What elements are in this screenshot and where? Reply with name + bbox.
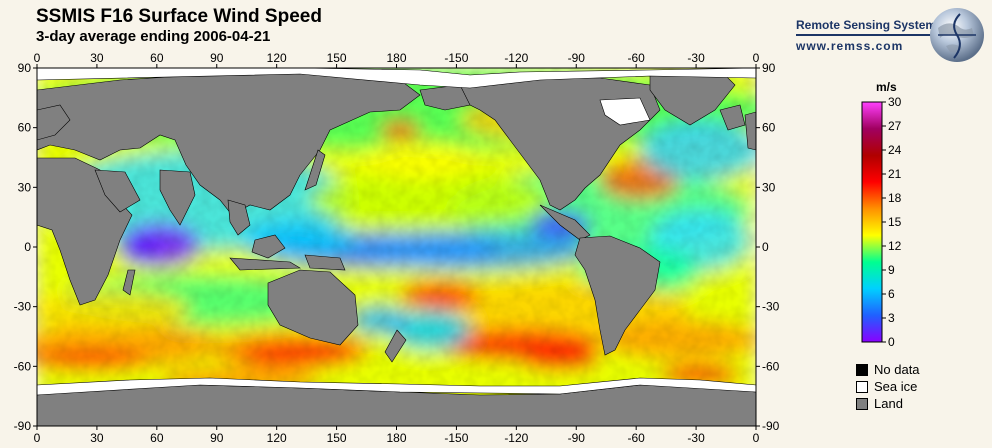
map-subtitle: 3-day average ending 2006-04-21 bbox=[36, 28, 271, 45]
sea-ice-region bbox=[37, 68, 756, 89]
lon-tick-label-top: 60 bbox=[150, 51, 164, 65]
lon-tick-label-top: -90 bbox=[568, 51, 586, 65]
sea-ice-region bbox=[599, 97, 651, 126]
lon-tick-label-bottom: 90 bbox=[210, 431, 224, 445]
lat-tick-label-right: 60 bbox=[762, 121, 776, 135]
lon-tick-label-top: 90 bbox=[210, 51, 224, 65]
colorbar-unit: m/s bbox=[876, 80, 897, 94]
lat-tick-label-left: -30 bbox=[14, 300, 32, 314]
lon-tick-label-bottom: -30 bbox=[687, 431, 705, 445]
lon-tick-label-bottom: 120 bbox=[267, 431, 287, 445]
brand-url[interactable]: www.remss.com bbox=[796, 39, 904, 53]
lon-tick-label-top: 0 bbox=[34, 51, 41, 65]
land-mass bbox=[227, 199, 251, 236]
lon-tick-label-top: -120 bbox=[504, 51, 528, 65]
lon-tick-label-top: -60 bbox=[627, 51, 645, 65]
lat-tick-label-left: 90 bbox=[18, 61, 32, 75]
sea-ice-region bbox=[37, 377, 756, 396]
lat-tick-label-right: 0 bbox=[762, 240, 769, 254]
lat-tick-label-left: 30 bbox=[18, 180, 32, 194]
legend-swatch bbox=[856, 398, 868, 410]
legend-label: No data bbox=[874, 362, 920, 377]
legend-swatch bbox=[856, 364, 868, 376]
lon-tick-label-bottom: -60 bbox=[627, 431, 645, 445]
lat-tick-label-right: 90 bbox=[762, 61, 776, 75]
lon-tick-label-top: 0 bbox=[753, 51, 760, 65]
lat-tick-label-left: -90 bbox=[14, 419, 32, 433]
land-mass bbox=[384, 329, 407, 363]
lat-tick-label-right: 30 bbox=[762, 180, 776, 194]
land-mass bbox=[37, 104, 71, 141]
lat-tick-label-right: -90 bbox=[762, 419, 780, 433]
land-mass bbox=[37, 71, 421, 216]
lon-tick-label-bottom: 150 bbox=[327, 431, 347, 445]
lat-tick-label-left: 60 bbox=[18, 121, 32, 135]
land-mass bbox=[719, 104, 746, 131]
lon-tick-label-top: 180 bbox=[386, 51, 406, 65]
land-mass bbox=[744, 111, 756, 151]
land-mass bbox=[251, 234, 286, 259]
lon-tick-label-top: 120 bbox=[267, 51, 287, 65]
map-title: SSMIS F16 Surface Wind Speed bbox=[36, 6, 322, 27]
lon-tick-label-bottom: 30 bbox=[90, 431, 104, 445]
land-mass bbox=[267, 269, 359, 346]
lat-tick-label-right: -60 bbox=[762, 359, 780, 373]
land-mass bbox=[304, 254, 346, 271]
legend-label: Sea ice bbox=[874, 379, 918, 394]
lon-tick-label-bottom: -150 bbox=[444, 431, 468, 445]
lon-tick-label-bottom: 60 bbox=[150, 431, 164, 445]
lat-tick-label-left: -60 bbox=[14, 359, 32, 373]
land-mass bbox=[94, 169, 141, 213]
lon-tick-label-bottom: -90 bbox=[568, 431, 586, 445]
lat-tick-label-left: 0 bbox=[24, 240, 31, 254]
brand-rule bbox=[796, 34, 948, 36]
globe-logo-icon bbox=[930, 8, 984, 62]
brand-name: Remote Sensing Systems bbox=[796, 18, 943, 32]
lon-tick-label-top: 150 bbox=[327, 51, 347, 65]
land-mass bbox=[122, 269, 136, 296]
land-mass bbox=[304, 149, 326, 191]
land-mass bbox=[229, 257, 302, 271]
land-layer bbox=[37, 69, 756, 426]
legend-swatch bbox=[856, 381, 868, 393]
lon-tick-label-bottom: 0 bbox=[34, 431, 41, 445]
lon-tick-label-top: -30 bbox=[687, 51, 705, 65]
land-mass bbox=[574, 235, 661, 356]
brand-block[interactable]: Remote Sensing Systems www.remss.com bbox=[796, 18, 972, 58]
lat-tick-label-right: -30 bbox=[762, 300, 780, 314]
map-axes: 0 0 30 30 60 60 90 90 120 120 150 150 180 180 -150 -150… bbox=[14, 51, 780, 445]
land-mass bbox=[159, 169, 196, 226]
legend-label: Land bbox=[874, 396, 903, 411]
lon-tick-label-bottom: -120 bbox=[504, 431, 528, 445]
sea-ice-layer bbox=[37, 68, 756, 396]
lon-tick-label-top: 30 bbox=[90, 51, 104, 65]
lon-tick-label-bottom: 0 bbox=[753, 431, 760, 445]
lon-tick-label-top: -150 bbox=[444, 51, 468, 65]
lon-tick-label-bottom: 180 bbox=[386, 431, 406, 445]
